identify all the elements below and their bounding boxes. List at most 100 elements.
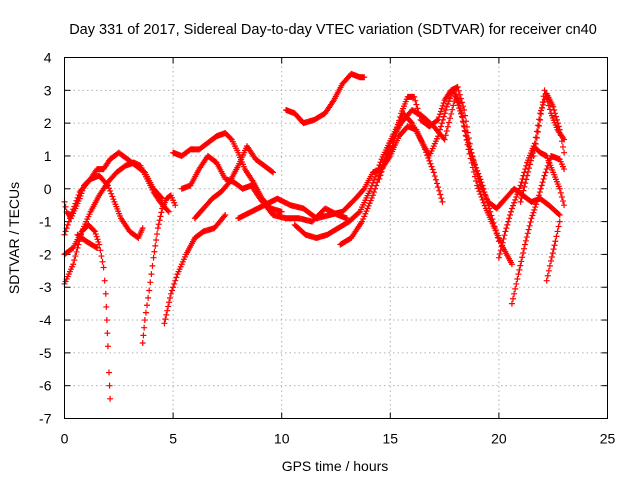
y-tick-label: -3	[39, 279, 52, 295]
data-point	[512, 285, 519, 292]
data-point	[462, 112, 469, 119]
data-point	[551, 242, 558, 249]
data-point	[511, 199, 518, 206]
data-point	[514, 191, 521, 198]
data-point	[543, 94, 550, 101]
data-point	[522, 237, 529, 244]
data-point	[103, 317, 110, 324]
data-point	[439, 102, 446, 109]
data-point	[464, 141, 471, 148]
data-point	[445, 98, 452, 105]
data-point	[508, 300, 515, 307]
data-point	[518, 195, 525, 202]
data-point	[99, 258, 106, 265]
data-point	[367, 197, 374, 204]
data-point	[542, 91, 549, 98]
data-point	[149, 262, 156, 269]
y-tick-label: 1	[44, 148, 52, 164]
data-point	[411, 93, 418, 100]
data-point	[462, 132, 469, 139]
data-point	[561, 202, 568, 209]
data-point	[502, 228, 509, 235]
data-point	[270, 169, 277, 176]
data-point	[460, 103, 467, 110]
data-point	[80, 185, 87, 192]
data-point	[559, 198, 566, 205]
data-point	[164, 207, 171, 214]
y-tick-label: -6	[39, 378, 52, 394]
data-point	[544, 272, 551, 279]
data-point	[531, 206, 538, 213]
data-point	[72, 253, 79, 260]
data-point	[461, 107, 468, 114]
data-point	[355, 209, 362, 216]
data-point	[157, 213, 164, 220]
data-point	[503, 225, 510, 232]
data-point	[456, 105, 463, 112]
data-point	[523, 234, 530, 241]
data-point	[523, 176, 530, 183]
chart-title: Day 331 of 2017, Sidereal Day-to-day VTE…	[69, 22, 597, 38]
data-point	[166, 295, 173, 302]
data-point	[538, 110, 545, 117]
data-point	[142, 309, 149, 316]
data-point	[510, 295, 517, 302]
data-point	[382, 154, 389, 161]
data-series-track	[235, 123, 446, 222]
data-point	[172, 202, 179, 209]
data-point	[62, 228, 69, 235]
data-point	[468, 159, 475, 166]
data-point	[107, 187, 114, 194]
data-point	[545, 102, 552, 109]
data-point	[470, 168, 477, 175]
data-point	[412, 97, 419, 104]
y-tick-label: -2	[39, 246, 52, 262]
data-point	[439, 198, 446, 205]
data-point	[448, 110, 455, 117]
axis-ticks	[64, 57, 608, 419]
data-point	[557, 189, 564, 196]
data-point	[444, 123, 451, 130]
data-point	[79, 187, 86, 194]
data-point	[140, 332, 147, 339]
data-point	[541, 172, 548, 179]
x-tick-label: 15	[383, 431, 399, 447]
data-point	[456, 91, 463, 98]
data-point	[62, 203, 69, 210]
data-point	[537, 185, 544, 192]
data-point	[552, 113, 559, 120]
data-point	[536, 122, 543, 129]
data-point	[524, 230, 531, 237]
data-point	[561, 149, 568, 156]
data-series-track	[508, 152, 568, 307]
data-point	[378, 168, 385, 175]
data-point	[507, 212, 514, 219]
y-tick-label: 3	[44, 82, 52, 98]
data-point	[443, 128, 450, 135]
data-point	[158, 209, 165, 216]
data-point	[103, 303, 110, 310]
data-point	[553, 233, 560, 240]
data-point	[371, 176, 378, 183]
data-point	[544, 98, 551, 105]
data-point	[95, 238, 102, 245]
data-point	[94, 244, 101, 251]
data-point	[556, 185, 563, 192]
data-point	[158, 194, 165, 201]
data-point	[172, 277, 179, 284]
data-point	[438, 195, 445, 202]
data-point	[543, 166, 550, 173]
data-point	[499, 239, 506, 246]
data-point	[100, 264, 107, 271]
data-point	[436, 187, 443, 194]
data-point	[516, 266, 523, 273]
data-point	[525, 226, 532, 233]
data-point	[147, 279, 154, 286]
data-point	[150, 254, 157, 261]
data-point	[374, 179, 381, 186]
data-point	[534, 195, 541, 202]
data-point	[517, 182, 524, 189]
data-point	[167, 290, 174, 297]
data-point	[171, 280, 178, 287]
data-point	[460, 122, 467, 129]
